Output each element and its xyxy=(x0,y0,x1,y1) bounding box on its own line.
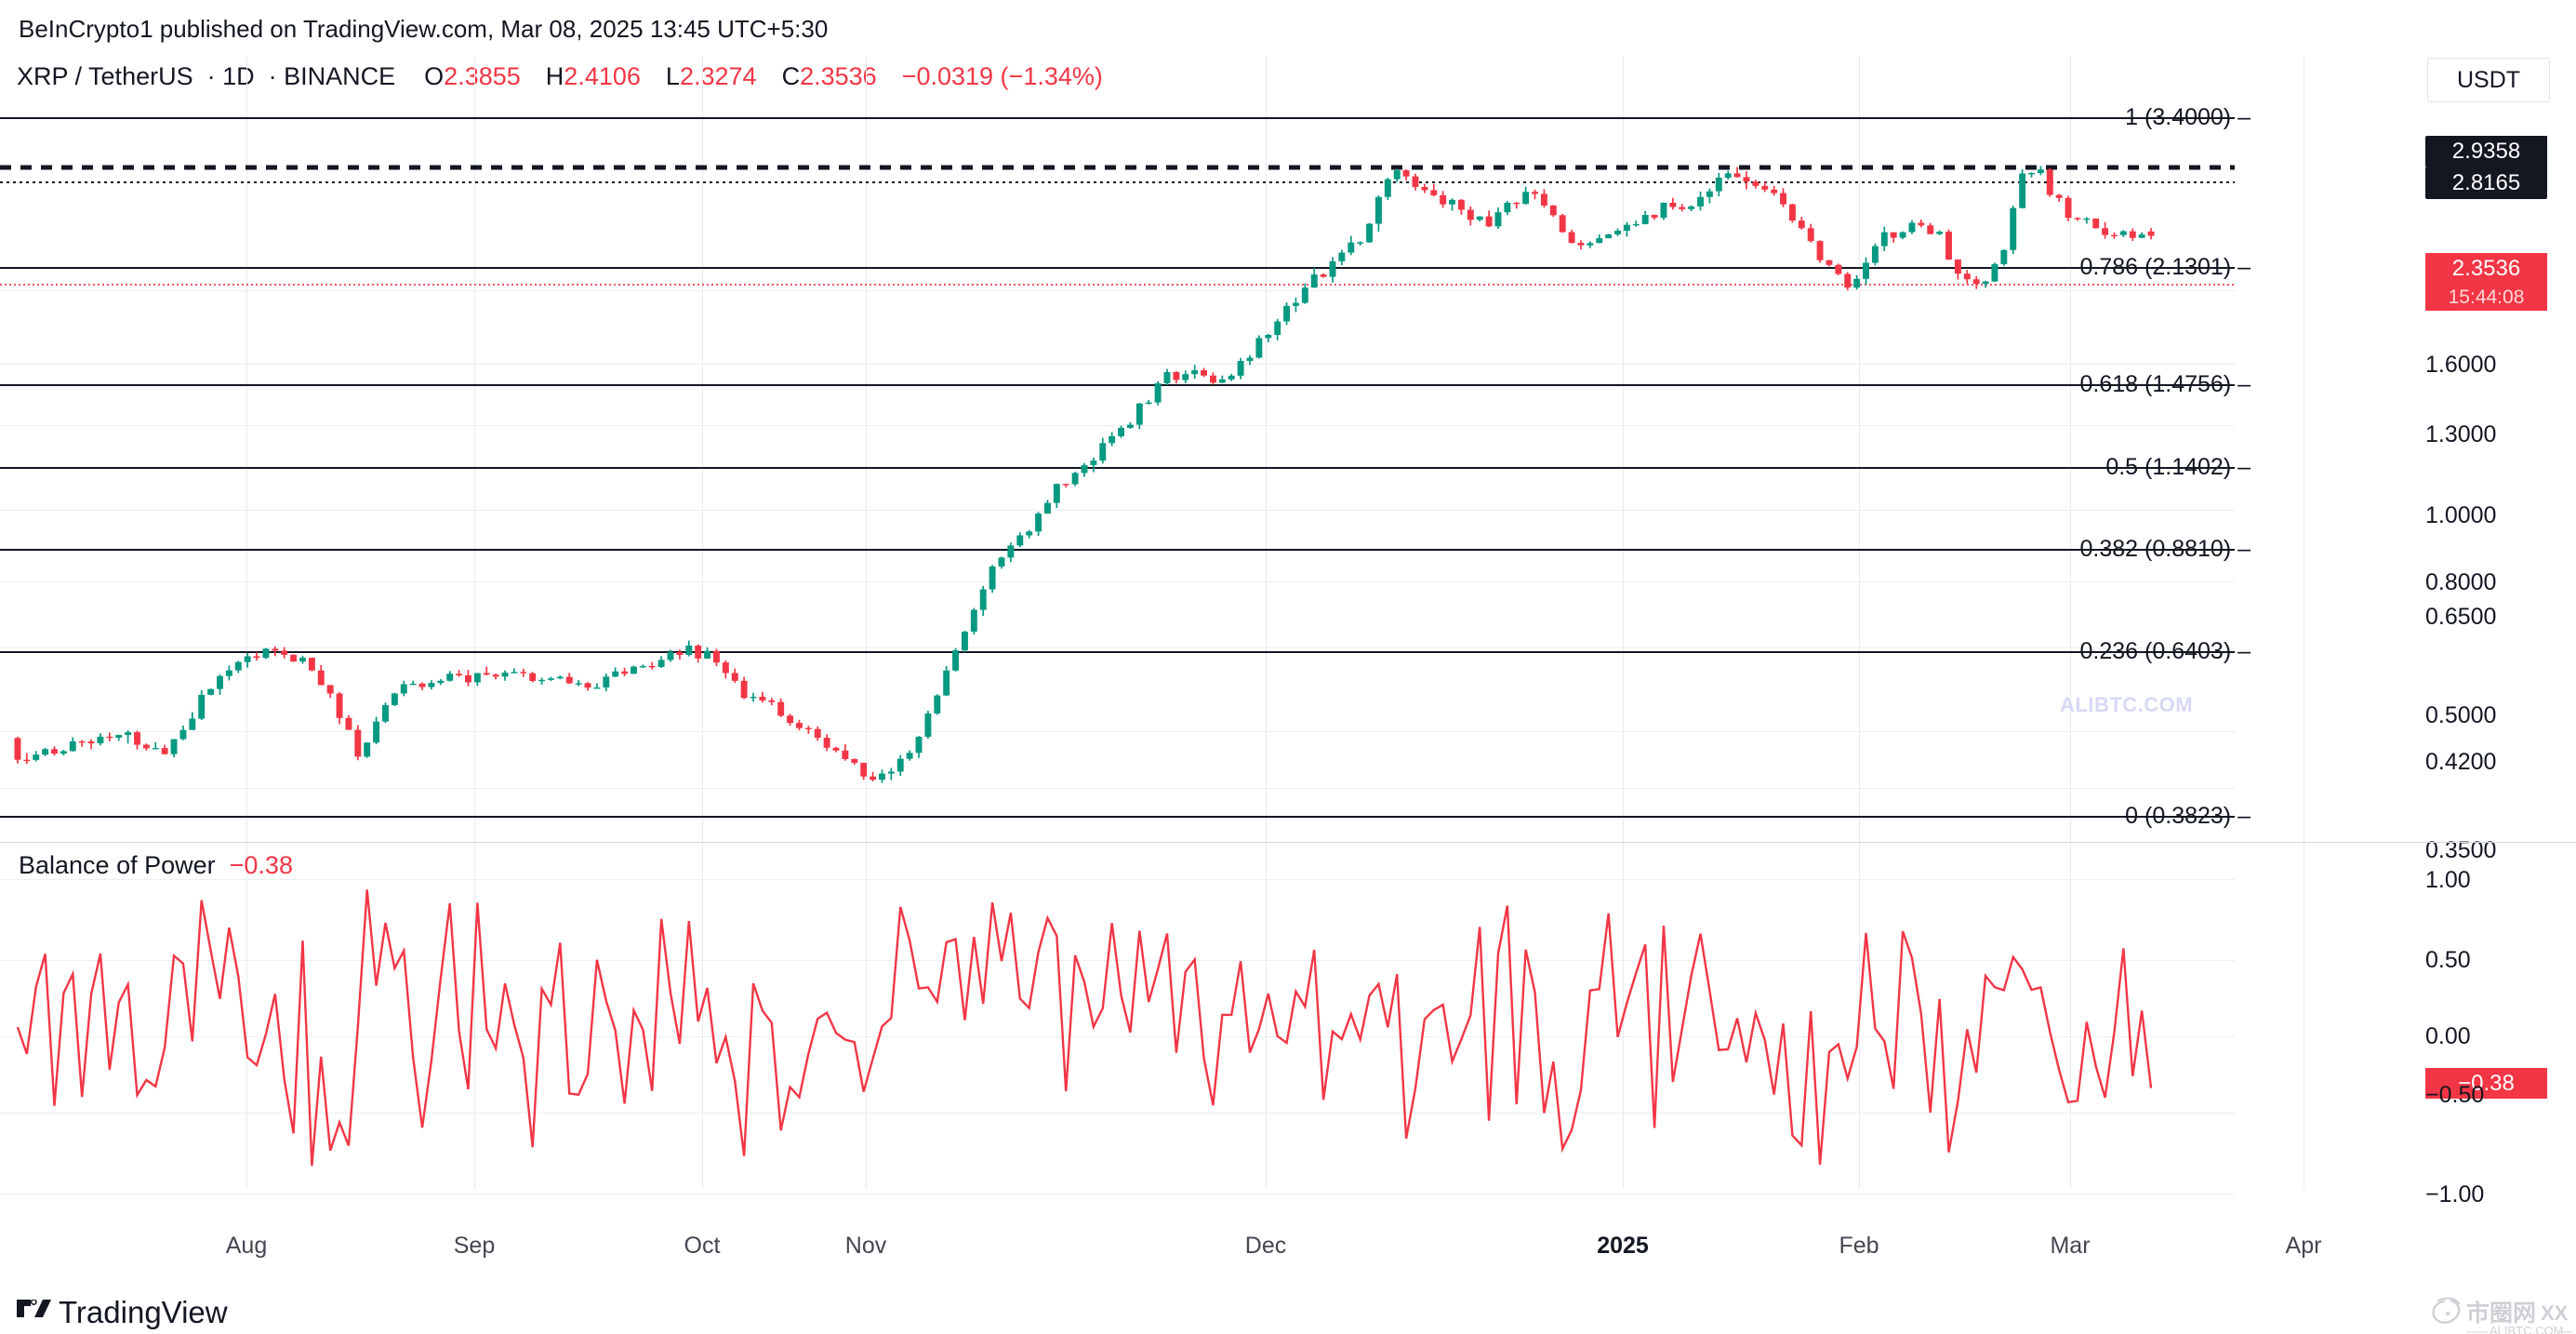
svg-text:市圈网: 市圈网 xyxy=(2466,1300,2536,1327)
svg-text:ALIBTC.COM: ALIBTC.COM xyxy=(2490,1324,2563,1334)
svg-text:XX: XX xyxy=(2541,1301,2569,1325)
